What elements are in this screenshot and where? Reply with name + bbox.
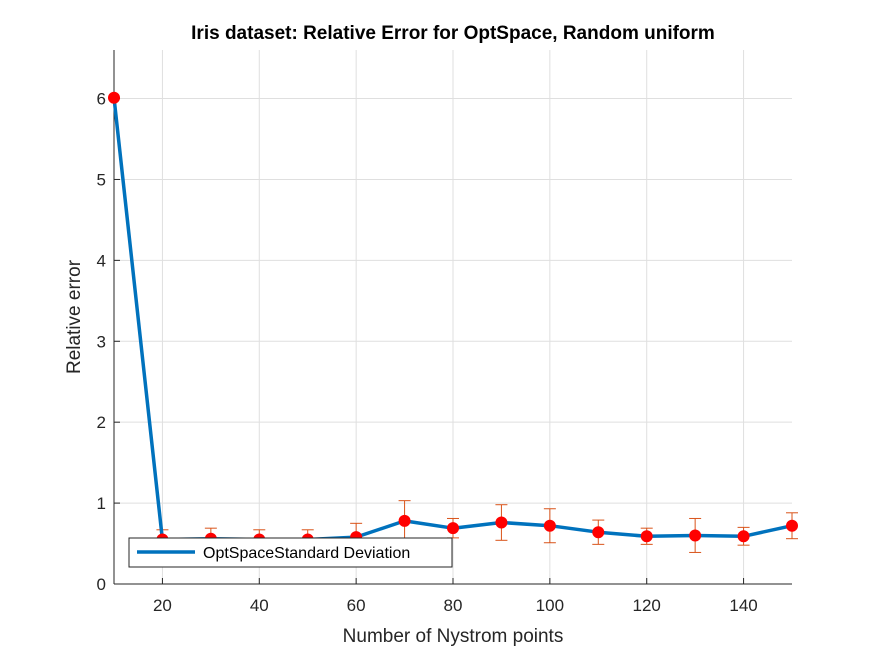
data-point [689,529,702,542]
y-tick-label: 2 [97,413,106,432]
data-point [495,516,508,529]
legend-entry-label: OptSpaceStandard Deviation [203,545,410,562]
y-tick-label: 6 [97,90,106,109]
x-tick-label: 100 [536,596,564,615]
axes [113,50,792,585]
legend: OptSpaceStandard Deviation [128,537,453,568]
x-tick-label: 20 [153,596,172,615]
y-tick-label: 3 [97,332,106,351]
chart-title: Iris dataset: Relative Error for OptSpac… [191,23,715,44]
data-point [398,514,411,527]
x-tick-label: 120 [633,596,661,615]
y-tick-label: 0 [97,575,106,594]
data-point [640,530,653,543]
x-tick-label: 40 [250,596,269,615]
x-tick-label: 80 [444,596,463,615]
data-point [447,522,459,535]
data-point [543,519,556,532]
y-tick-label: 5 [97,170,106,189]
tick-labels: 20 40 60 80 100 120 140 0 1 2 3 4 5 6 [97,90,758,615]
x-tick-label: 60 [347,596,366,615]
data-point [786,519,798,532]
y-tick-label: 4 [97,251,106,270]
y-tick-label: 1 [97,494,106,513]
x-tick-label: 140 [729,596,757,615]
x-axis-label: Number of Nystrom points [343,626,564,647]
data-point [108,91,120,104]
data-point [592,526,605,539]
y-axis-label: Relative error [64,259,85,374]
data-point [737,530,750,543]
